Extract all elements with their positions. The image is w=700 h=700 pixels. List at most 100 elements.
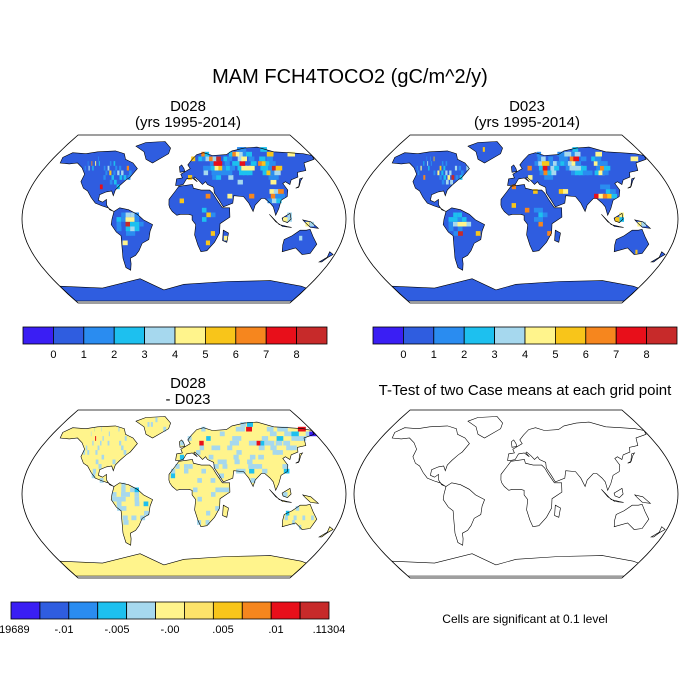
p4-coast-uk bbox=[511, 439, 518, 448]
p2-cell bbox=[572, 147, 579, 152]
p3-cell bbox=[117, 506, 122, 511]
p3-coast-australia bbox=[281, 503, 318, 530]
p3-cell bbox=[121, 445, 124, 451]
p3-cell bbox=[236, 450, 242, 455]
p2-cell bbox=[455, 175, 459, 180]
p1-coast-australia bbox=[281, 228, 318, 255]
p1-cell bbox=[270, 193, 277, 199]
p3-cell bbox=[249, 454, 256, 460]
p2-cell bbox=[538, 207, 543, 213]
p3-cell bbox=[150, 422, 153, 427]
p1-cell bbox=[287, 212, 292, 218]
p2-land-north-america bbox=[392, 150, 470, 212]
panel2-title: D023 (yrs 1995-2014) bbox=[427, 99, 627, 131]
cb1-swatch bbox=[204, 326, 237, 345]
p3-cell bbox=[302, 515, 306, 521]
p3-cell bbox=[229, 440, 235, 446]
p3-cell bbox=[188, 464, 193, 469]
p1-cell bbox=[242, 151, 249, 157]
p2-cell bbox=[591, 156, 598, 162]
p1-cell bbox=[258, 161, 265, 166]
p2-cell bbox=[548, 156, 553, 162]
p1-cell bbox=[98, 156, 99, 162]
p1-land-new-zealand bbox=[319, 251, 334, 262]
p1-cell bbox=[210, 165, 216, 171]
p3-cell bbox=[252, 440, 259, 446]
p1-cell bbox=[125, 212, 130, 218]
p2-coast-madagascar bbox=[554, 229, 561, 243]
cb3-swatch bbox=[126, 601, 156, 620]
p2-cell bbox=[423, 175, 426, 180]
p3-cell bbox=[116, 496, 122, 502]
p1-cell bbox=[139, 221, 144, 227]
p3-coast-africa bbox=[168, 459, 231, 528]
p3-cell bbox=[134, 492, 139, 497]
p1-coast-greenland bbox=[135, 141, 171, 164]
p3-cell bbox=[256, 464, 263, 469]
p1-cell bbox=[95, 161, 97, 166]
p3-cell bbox=[311, 515, 314, 521]
cb1-swatch bbox=[144, 326, 176, 345]
p3-cell bbox=[201, 468, 206, 474]
cb3-swatch bbox=[270, 601, 301, 620]
p2-cell bbox=[475, 231, 481, 236]
p1-cell bbox=[242, 170, 249, 176]
p3-cell bbox=[284, 515, 288, 521]
p1-cell bbox=[122, 240, 128, 246]
p3-cell bbox=[283, 468, 290, 474]
p1-cell bbox=[134, 217, 139, 222]
p1-cell bbox=[227, 193, 233, 199]
p1-land-antarctica bbox=[59, 278, 307, 302]
p3-cell bbox=[292, 520, 295, 525]
p2-cell bbox=[466, 221, 472, 227]
p2-cell bbox=[563, 189, 569, 194]
p2-cell bbox=[428, 165, 430, 171]
cb2-swatch bbox=[615, 326, 647, 345]
p1-cell bbox=[212, 175, 217, 180]
cb3-tick-label: -.005 bbox=[104, 624, 129, 636]
p1-cell bbox=[211, 170, 217, 176]
p2-cell bbox=[550, 165, 556, 171]
cb3-tick-label: .01 bbox=[268, 624, 283, 636]
p1-cell bbox=[249, 193, 255, 199]
p3-coast-south-america bbox=[110, 482, 153, 546]
cb2-tick-label: 3 bbox=[492, 349, 498, 361]
p1-cell bbox=[201, 156, 207, 162]
p2-cell bbox=[595, 151, 602, 157]
p1-cell bbox=[219, 170, 225, 176]
p2-cell bbox=[558, 189, 564, 194]
p3-cell bbox=[240, 422, 247, 427]
p1-coast-uk bbox=[179, 164, 186, 173]
p2-cell bbox=[443, 165, 446, 171]
p1-cell bbox=[227, 156, 233, 162]
p3-cell bbox=[143, 501, 149, 507]
p2-coast-indonesia bbox=[601, 214, 624, 228]
p1-cell bbox=[283, 217, 288, 222]
cb2-swatch bbox=[524, 326, 556, 345]
p3-cell bbox=[134, 496, 140, 502]
p2-cell bbox=[593, 161, 601, 166]
p2-coast-south-america bbox=[442, 207, 485, 271]
p3-cell bbox=[107, 440, 110, 446]
p2-cell bbox=[445, 179, 449, 185]
p2-cell bbox=[482, 147, 485, 152]
p2-cell bbox=[580, 165, 587, 171]
p3-cell bbox=[112, 496, 117, 502]
significance-note: Cells are significant at 0.1 level bbox=[442, 612, 608, 626]
p1-cell bbox=[228, 151, 235, 157]
p2-cell bbox=[417, 170, 420, 176]
p1-cell bbox=[239, 161, 246, 166]
p1-cell bbox=[98, 161, 100, 166]
p3-cell bbox=[276, 450, 283, 455]
p2-land-madagascar bbox=[554, 230, 561, 243]
p1-cell bbox=[270, 179, 277, 185]
p2-cell bbox=[544, 175, 549, 180]
p1-coast-antarctica bbox=[58, 278, 307, 302]
p1-cell bbox=[209, 161, 215, 166]
cb2-tick-label: 2 bbox=[461, 349, 467, 361]
p1-cell bbox=[99, 184, 103, 190]
p1-cell bbox=[125, 221, 131, 227]
p3-cell bbox=[295, 436, 303, 441]
p1-cell bbox=[126, 165, 129, 171]
p3-cell bbox=[144, 510, 149, 516]
